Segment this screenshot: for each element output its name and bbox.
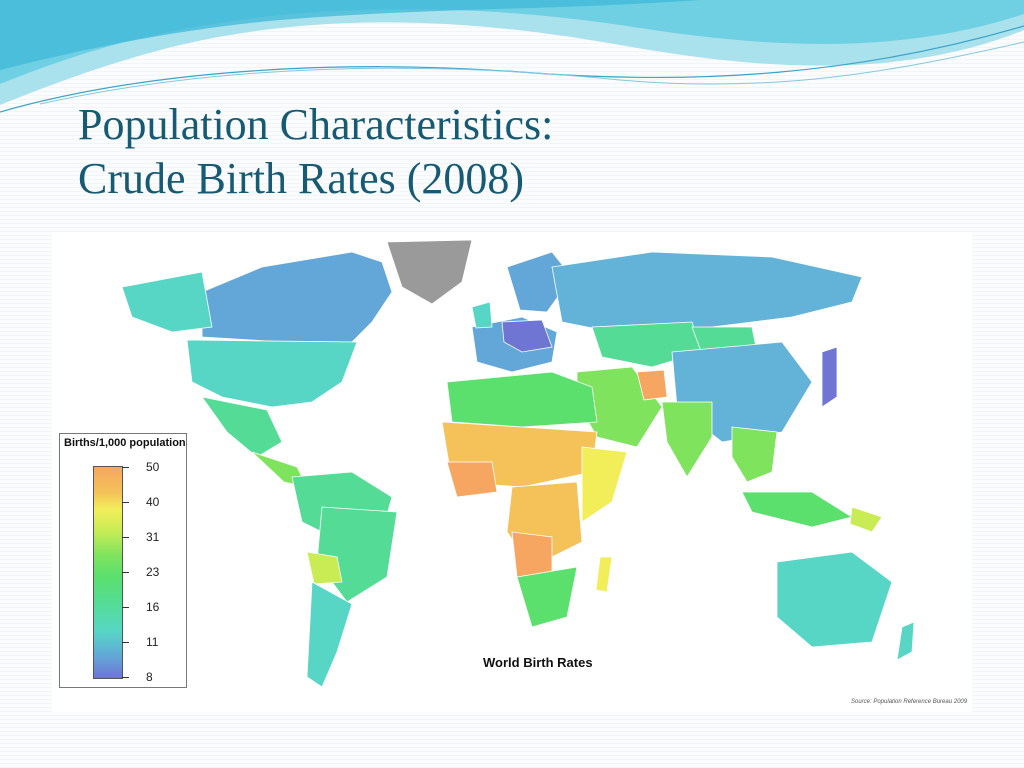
legend-tick-label: 23 [146, 565, 160, 579]
legend-tick [122, 572, 129, 573]
slide-title: Population Characteristics: Crude Birth … [78, 98, 978, 206]
world-birth-rate-map [121, 239, 915, 688]
region-west-africa [446, 461, 498, 498]
world-map-panel [52, 232, 972, 712]
region-usa [186, 339, 358, 408]
legend-tick [122, 537, 129, 538]
region-indonesia [741, 491, 854, 528]
region-north-africa [446, 371, 598, 428]
region-southern-cone [306, 581, 353, 688]
region-australia [776, 551, 893, 648]
header-wave-decoration [0, 0, 1024, 113]
legend-tick [122, 677, 129, 678]
map-legend: Births/1,000 population 50 40 31 23 16 1… [59, 433, 187, 688]
legend-tick [122, 502, 129, 503]
region-east-africa [581, 446, 628, 523]
region-afghanistan [636, 369, 668, 401]
region-greenland [386, 239, 473, 305]
legend-tick [122, 607, 129, 608]
region-southeast-asia [731, 426, 778, 483]
legend-tick [122, 467, 129, 468]
legend-tick [122, 642, 129, 643]
map-title: World Birth Rates [483, 655, 593, 670]
region-bolivia [306, 551, 343, 585]
region-angola [511, 531, 553, 578]
map-source-credit: Source: Population Reference Bureau 2009 [851, 699, 968, 705]
region-southern-africa [516, 566, 578, 628]
region-mexico [201, 396, 283, 458]
slide-title-line-1: Population Characteristics: [78, 100, 554, 149]
legend-tick-label: 11 [146, 635, 159, 649]
region-japan [821, 346, 838, 408]
region-alaska [121, 271, 213, 333]
region-india [661, 401, 713, 478]
region-uk [471, 301, 493, 329]
legend-tick-label: 40 [146, 495, 160, 509]
region-new-zealand [896, 621, 915, 661]
legend-tick-label: 8 [146, 670, 153, 684]
slide-title-line-2: Crude Birth Rates (2008) [78, 154, 525, 203]
legend-title: Births/1,000 population [64, 437, 186, 449]
legend-tick-label: 50 [146, 460, 160, 474]
legend-color-scale [93, 466, 123, 679]
region-papua [849, 506, 883, 533]
region-central-europe [501, 319, 553, 353]
legend-tick-label: 31 [146, 530, 160, 544]
region-madagascar [595, 556, 613, 593]
region-brazil [316, 506, 398, 603]
legend-tick-label: 16 [146, 600, 160, 614]
region-russia [551, 251, 863, 333]
region-canada [201, 251, 393, 345]
